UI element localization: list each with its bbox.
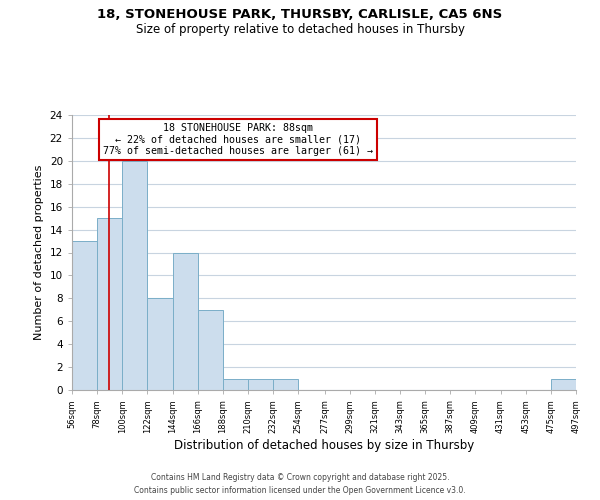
Bar	[248, 378, 273, 390]
X-axis label: Distribution of detached houses by size in Thursby: Distribution of detached houses by size …	[174, 438, 474, 452]
Text: 18 STONEHOUSE PARK: 88sqm
← 22% of detached houses are smaller (17)
77% of semi-: 18 STONEHOUSE PARK: 88sqm ← 22% of detac…	[103, 123, 373, 156]
Text: Contains HM Land Registry data © Crown copyright and database right 2025.
Contai: Contains HM Land Registry data © Crown c…	[134, 473, 466, 495]
Bar	[122, 161, 148, 390]
Bar	[198, 310, 223, 390]
Bar	[273, 378, 298, 390]
Y-axis label: Number of detached properties: Number of detached properties	[34, 165, 44, 340]
Text: Size of property relative to detached houses in Thursby: Size of property relative to detached ho…	[136, 22, 464, 36]
Bar	[551, 378, 576, 390]
Bar	[148, 298, 173, 390]
Text: 18, STONEHOUSE PARK, THURSBY, CARLISLE, CA5 6NS: 18, STONEHOUSE PARK, THURSBY, CARLISLE, …	[97, 8, 503, 20]
Bar	[173, 252, 198, 390]
Bar	[223, 378, 248, 390]
Bar	[97, 218, 122, 390]
Bar	[72, 241, 97, 390]
